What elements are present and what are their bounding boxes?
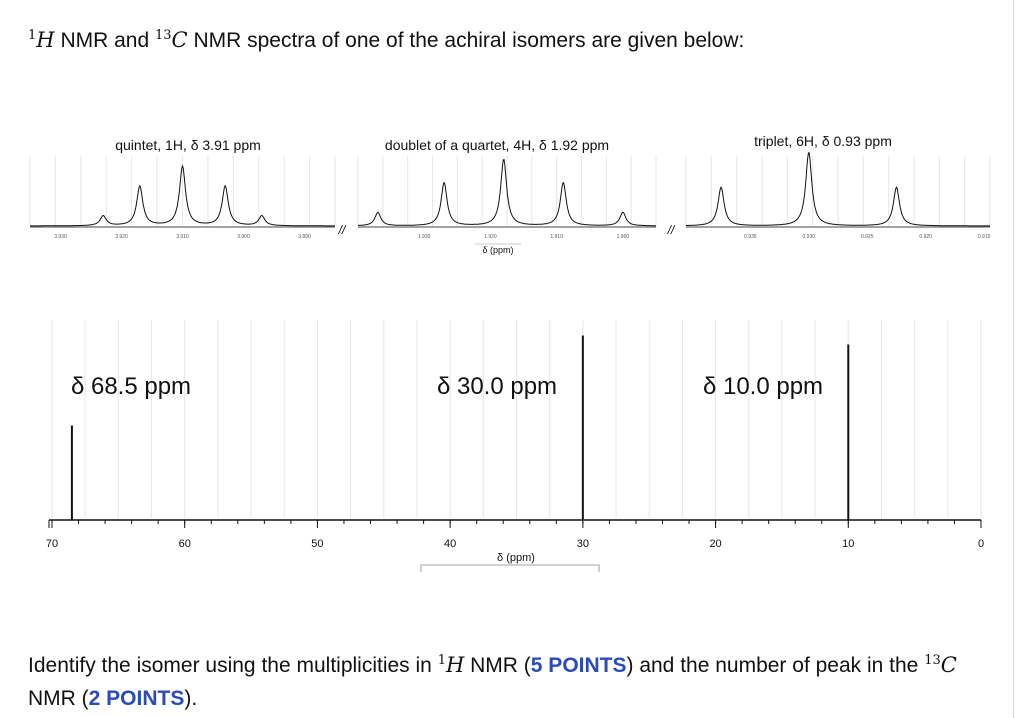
h-tick-label: 0.930 [803,234,816,240]
question-part5: ). [184,687,198,710]
h-tick-label: 1.910 [550,234,563,240]
c-tick-label: 30 [577,538,589,550]
h-tick-label: 3.930 [54,234,67,240]
h-panel-2: doublet of a quartet, 4H, δ 1.92 ppm 1.93… [357,137,657,240]
h-tick-label: 0.915 [978,234,991,240]
question-part1: Identify the isomer using the multiplici… [28,654,438,677]
c-tick-label: 60 [179,538,191,550]
h-tick-label: 3.890 [298,234,311,240]
h-tick-label: 3.920 [115,234,128,240]
question-h-symbol: H [445,653,465,677]
c-tick-label: 50 [311,538,323,550]
h-symbol: H [36,28,55,52]
c-nmr-spectrum: δ 68.5 ppm δ 30.0 ppm δ 10.0 ppm 70 60 50 40 30… [46,320,984,572]
h-tick-label: 0.935 [744,234,757,240]
h-multiplet-label: quintet, 1H, δ 3.91 ppm [115,137,261,153]
h-tick-label: 1.900 [617,234,630,240]
c-peak-label: δ 68.5 ppm [71,373,191,400]
c-peak-label: δ 10.0 ppm [703,373,823,400]
title-nmr-and: NMR and [54,29,155,52]
question-h-superscript: 1 [437,653,446,668]
h-superscript: 1 [28,28,37,43]
c-tick-label: 40 [444,538,456,550]
h-tick-label: 1.920 [484,234,497,240]
c-superscript: 13 [154,28,172,43]
title-rest: NMR spectra of one of the achiral isomer… [187,29,745,52]
page-title: 1H NMR and 13C NMR spectra of one of the… [28,28,744,53]
h-spectrum-trace [686,151,990,227]
c-tick-label: 70 [46,538,58,550]
c-tick-label: 20 [709,538,721,550]
h-tick-label: 3.900 [237,234,250,240]
h-x-axis-label: δ (ppm) [482,245,513,255]
h-spectrum-trace [358,158,656,227]
h-spectrum-trace [30,164,335,227]
c-tick-label: 0 [978,538,984,550]
right-border [1013,0,1024,718]
axis-break-2: // [667,223,676,237]
h-tick-label: 1.930 [418,234,431,240]
c-peak-label: δ 30.0 ppm [437,373,557,400]
question-c-superscript: 13 [924,653,941,668]
h-tick-label: 3.910 [176,234,189,240]
h-nmr-spectrum: quintet, 1H, δ 3.91 ppm 3.930 3.920 3.910 3.… [29,133,991,255]
question-c-symbol: C [940,653,957,677]
h-multiplet-label: doublet of a quartet, 4H, δ 1.92 ppm [385,137,609,153]
h-tick-label: 0.920 [919,234,932,240]
c-x-label-bracket [420,564,600,572]
c-symbol: C [171,28,188,52]
h-tick-label: 0.925 [861,234,874,240]
axis-break-1: // [338,223,347,237]
c-tick-label: 10 [842,538,854,550]
h-panel-1: quintet, 1H, δ 3.91 ppm 3.930 3.920 3.910 3.… [29,137,336,240]
question-part3: ) and the number of peak in the [626,654,925,677]
question-part4: NMR ( [28,687,89,710]
points-badge-h: 5 POINTS [530,654,627,677]
h-panel-3: triplet, 6H, δ 0.93 ppm 0.935 0.930 0.925 0.… [685,133,991,240]
question-part2: NMR ( [464,654,531,677]
points-badge-c: 2 POINTS [88,687,185,710]
h-multiplet-label: triplet, 6H, δ 0.93 ppm [754,133,892,149]
question-text: Identify the isomer using the multiplici… [28,644,988,715]
c-x-axis-label: δ (ppm) [497,552,535,564]
